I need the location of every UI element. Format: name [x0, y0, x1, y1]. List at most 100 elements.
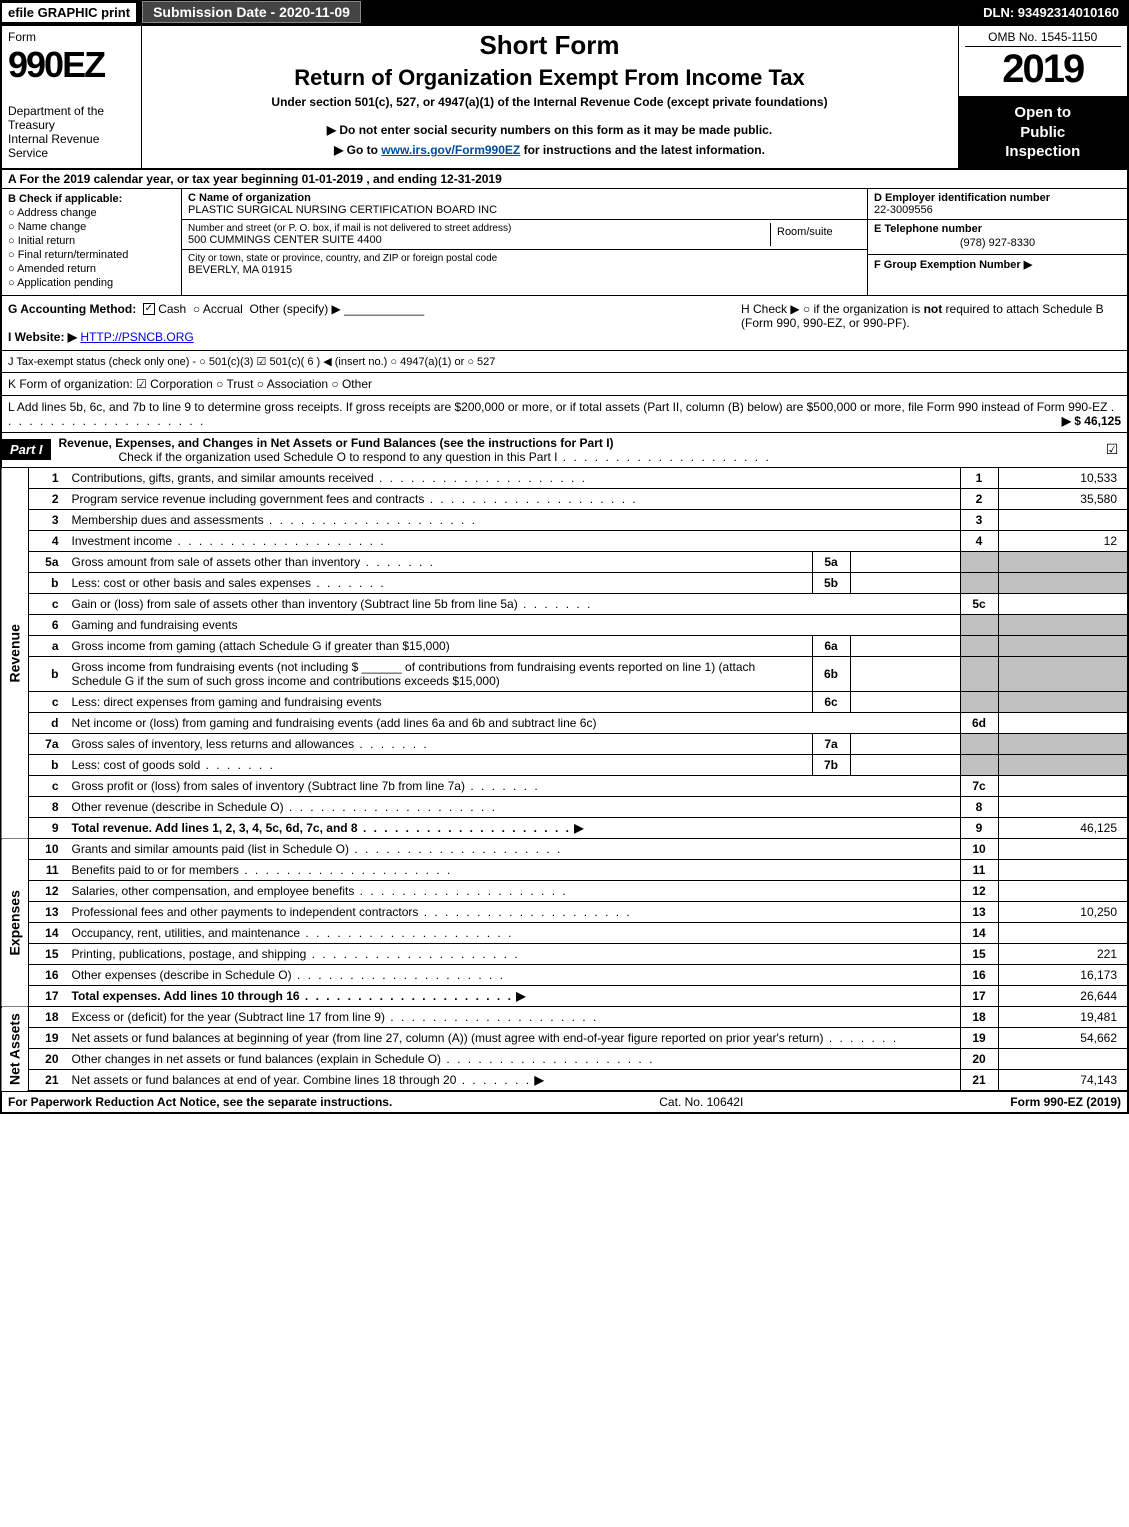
line-num: b: [29, 656, 67, 691]
line-desc: Program service revenue including govern…: [67, 488, 961, 509]
line-desc: Benefits paid to or for members: [67, 859, 961, 880]
line-ref: 16: [960, 964, 998, 985]
part1-check-icon: ☑: [1097, 441, 1127, 458]
line-desc: Gross profit or (loss) from sales of inv…: [67, 775, 961, 796]
line-amount: [998, 712, 1128, 733]
line-desc: Gross sales of inventory, less returns a…: [67, 733, 813, 754]
under-section-text: Under section 501(c), 527, or 4947(a)(1)…: [148, 95, 952, 109]
subline-ref: 7b: [812, 754, 850, 775]
irs-link[interactable]: www.irs.gov/Form990EZ: [381, 143, 520, 157]
line-amount: [998, 859, 1128, 880]
line-num: c: [29, 593, 67, 614]
cash-label: Cash: [158, 302, 186, 316]
line-desc: Less: cost of goods sold: [67, 754, 813, 775]
subline-ref: 5b: [812, 572, 850, 593]
line-amount: 26,644: [998, 985, 1128, 1006]
line-num: 17: [29, 985, 67, 1006]
efile-print-label[interactable]: efile GRAPHIC print: [2, 3, 136, 22]
accounting-method: G Accounting Method: ✓ Cash ○ Accrual Ot…: [8, 302, 701, 344]
subline-ref: 5a: [812, 551, 850, 572]
page-footer: For Paperwork Reduction Act Notice, see …: [0, 1092, 1129, 1114]
line-ref: 13: [960, 901, 998, 922]
line-num: 1: [29, 468, 67, 489]
goto-pre: ▶ Go to: [334, 143, 381, 157]
paperwork-notice: For Paperwork Reduction Act Notice, see …: [8, 1095, 392, 1109]
grey-cell: [960, 754, 998, 775]
website-link[interactable]: HTTP://PSNCB.ORG: [80, 330, 193, 344]
check-amended-return[interactable]: Amended return: [8, 263, 175, 275]
room-suite-label: Room/suite: [771, 223, 861, 246]
line-num: 8: [29, 796, 67, 817]
subline-ref: 6a: [812, 635, 850, 656]
line-ref: 20: [960, 1048, 998, 1069]
line-ref: 5c: [960, 593, 998, 614]
line-desc: Contributions, gifts, grants, and simila…: [67, 468, 961, 489]
catalog-number: Cat. No. 10642I: [392, 1095, 1010, 1109]
other-specify-label: Other (specify) ▶: [250, 302, 341, 316]
part1-subtitle: Check if the organization used Schedule …: [59, 450, 771, 464]
line-amount: 10,533: [998, 468, 1128, 489]
line-num: 15: [29, 943, 67, 964]
line-amount: 16,173: [998, 964, 1128, 985]
subline-val: [850, 572, 960, 593]
line-desc: Other expenses (describe in Schedule O): [67, 964, 961, 985]
check-application-pending[interactable]: Application pending: [8, 277, 175, 289]
line-ref: 10: [960, 839, 998, 860]
line-ref: 6d: [960, 712, 998, 733]
cash-checkbox[interactable]: ✓: [143, 303, 155, 315]
check-name-change[interactable]: Name change: [8, 221, 175, 233]
org-info-grid: B Check if applicable: Address change Na…: [0, 189, 1129, 296]
grey-cell: [960, 733, 998, 754]
check-initial-return[interactable]: Initial return: [8, 235, 175, 247]
org-name-label: C Name of organization: [188, 192, 861, 204]
line-num: 7a: [29, 733, 67, 754]
form-header: Form 990EZ Department of the Treasury In…: [0, 24, 1129, 170]
line-num: a: [29, 635, 67, 656]
check-final-return[interactable]: Final return/terminated: [8, 249, 175, 261]
line-amount: [998, 922, 1128, 943]
line-desc: Printing, publications, postage, and shi…: [67, 943, 961, 964]
grey-cell: [998, 635, 1128, 656]
subline-val: [850, 754, 960, 775]
subline-val: [850, 656, 960, 691]
line-amount: 10,250: [998, 901, 1128, 922]
short-form-title: Short Form: [148, 30, 952, 61]
line-amount: 74,143: [998, 1069, 1128, 1091]
line-num: 21: [29, 1069, 67, 1091]
line-ref: 18: [960, 1007, 998, 1028]
schedule-b-check: H Check ▶ ○ if the organization is not r…: [741, 302, 1121, 344]
line-desc: Total revenue. Add lines 1, 2, 3, 4, 5c,…: [67, 817, 961, 838]
subline-val: [850, 733, 960, 754]
line-num: 9: [29, 817, 67, 838]
tax-period-row: A For the 2019 calendar year, or tax yea…: [0, 170, 1129, 189]
line-ref: 8: [960, 796, 998, 817]
gross-receipts-row: L Add lines 5b, 6c, and 7b to line 9 to …: [0, 396, 1129, 433]
line-desc: Excess or (deficit) for the year (Subtra…: [67, 1007, 961, 1028]
arrow-icon: [513, 989, 526, 1003]
open-line2: Public: [963, 123, 1124, 143]
line-ref: 12: [960, 880, 998, 901]
line-amount: [998, 1048, 1128, 1069]
department-label: Department of the Treasury Internal Reve…: [8, 104, 135, 160]
open-to-public-inspection: Open to Public Inspection: [959, 97, 1128, 168]
subline-val: [850, 635, 960, 656]
revenue-section-label: Revenue: [1, 468, 29, 839]
line-ref: 17: [960, 985, 998, 1006]
accrual-label: Accrual: [203, 302, 243, 316]
revenue-table: Revenue 1 Contributions, gifts, grants, …: [0, 468, 1129, 839]
line-desc: Net assets or fund balances at end of ye…: [67, 1069, 961, 1091]
line-num: d: [29, 712, 67, 733]
line-desc: Grants and similar amounts paid (list in…: [67, 839, 961, 860]
line-num: b: [29, 572, 67, 593]
check-address-change[interactable]: Address change: [8, 207, 175, 219]
line-amount: 35,580: [998, 488, 1128, 509]
line-ref: 3: [960, 509, 998, 530]
line-num: 19: [29, 1027, 67, 1048]
tax-exempt-status-row: J Tax-exempt status (check only one) - ○…: [0, 351, 1129, 373]
line-desc: Salaries, other compensation, and employ…: [67, 880, 961, 901]
line-amount: [998, 880, 1128, 901]
grey-cell: [998, 733, 1128, 754]
line-desc: Less: cost or other basis and sales expe…: [67, 572, 813, 593]
grey-cell: [998, 691, 1128, 712]
box-c: C Name of organization PLASTIC SURGICAL …: [182, 189, 867, 295]
